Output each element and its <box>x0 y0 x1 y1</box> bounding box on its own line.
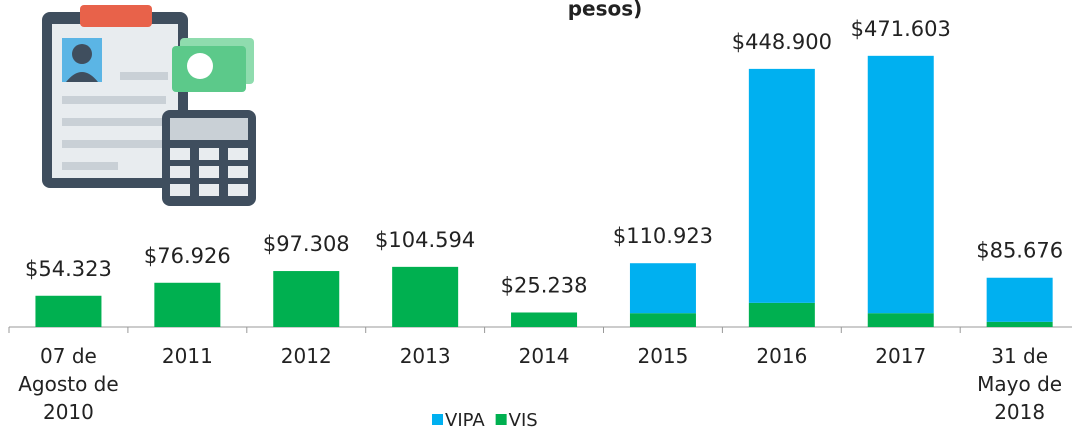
total-label: $85.676 <box>976 239 1063 263</box>
bar-segment <box>273 271 339 327</box>
total-label: $97.308 <box>263 232 350 256</box>
x-tick-label: 2014 <box>519 344 570 368</box>
bar-segment <box>35 296 101 327</box>
bar-segment <box>749 69 815 303</box>
total-label: $471.603 <box>851 17 951 41</box>
x-tick-label: 2011 <box>162 344 213 368</box>
x-tick-label-line: 2012 <box>281 344 332 368</box>
x-tick-label: 2017 <box>875 344 926 368</box>
legend-swatch <box>432 414 443 425</box>
x-tick-label-line: Agosto de <box>18 372 118 396</box>
legend-swatch <box>496 414 507 425</box>
x-tick-label: 2015 <box>637 344 688 368</box>
x-tick-label: 2013 <box>400 344 451 368</box>
total-label: $54.323 <box>25 257 112 281</box>
bar-segment <box>868 313 934 327</box>
x-tick-label-line: 2010 <box>43 400 94 424</box>
total-label: $76.926 <box>144 244 231 268</box>
bar-segment <box>987 322 1053 327</box>
bar-segment <box>630 263 696 313</box>
x-tick-label-line: 07 de <box>40 344 97 368</box>
x-tick-label: 31 de Mayo de 2018 <box>977 344 1062 424</box>
total-label: $25.238 <box>501 273 588 297</box>
total-label: $448.900 <box>732 30 832 54</box>
x-tick-label-line: 2017 <box>875 344 926 368</box>
bar-segment <box>511 312 577 327</box>
x-tick-label-line: 2016 <box>756 344 807 368</box>
bar-segment <box>392 267 458 327</box>
bar-segment <box>987 278 1053 322</box>
chart-title: pesos) <box>568 0 643 21</box>
x-tick-label: 07 de Agosto de 2010 <box>18 344 118 424</box>
x-tick-label-line: 31 de <box>991 344 1048 368</box>
legend-label: VIS <box>509 410 538 430</box>
bar-segment <box>630 313 696 327</box>
x-tick-label: 2012 <box>281 344 332 368</box>
legend-label: VIPA <box>445 410 485 430</box>
total-label: $104.594 <box>375 228 475 252</box>
x-tick-label-line: 2014 <box>519 344 570 368</box>
bar-segment <box>868 56 934 313</box>
bar-segment <box>154 283 220 327</box>
x-tick-label-line: 2015 <box>637 344 688 368</box>
x-tick-label-line: 2011 <box>162 344 213 368</box>
bar-segment <box>749 303 815 327</box>
x-tick-label: 2016 <box>756 344 807 368</box>
x-tick-label-line: 2013 <box>400 344 451 368</box>
chart: pesos) $54.323 07 de Agosto de 2010 $76.926 2… <box>0 0 1072 430</box>
icon <box>42 5 256 206</box>
total-label: $110.923 <box>613 224 713 248</box>
x-tick-label-line: 2018 <box>994 400 1045 424</box>
x-tick-label-line: Mayo de <box>977 372 1062 396</box>
